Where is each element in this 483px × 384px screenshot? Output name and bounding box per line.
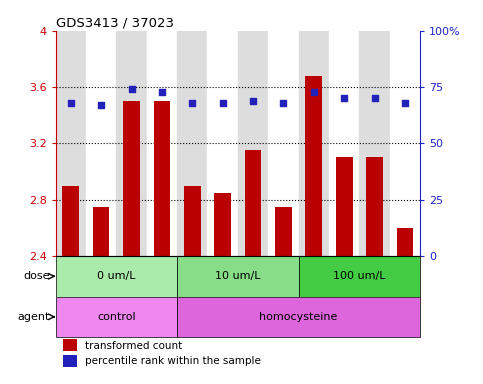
- Bar: [238, 31, 268, 256]
- Point: [158, 88, 166, 94]
- Point: [128, 86, 135, 93]
- Text: 0 um/L: 0 um/L: [97, 271, 136, 281]
- Bar: [305, 76, 322, 256]
- Bar: [56, 256, 177, 296]
- Point: [371, 95, 379, 101]
- Point: [401, 100, 409, 106]
- Text: percentile rank within the sample: percentile rank within the sample: [85, 356, 261, 366]
- Bar: [86, 31, 116, 256]
- Text: transformed count: transformed count: [85, 341, 182, 351]
- Text: homocysteine: homocysteine: [259, 312, 338, 322]
- Point: [219, 100, 227, 106]
- Point: [310, 88, 318, 94]
- Bar: [154, 101, 170, 256]
- Bar: [56, 296, 177, 337]
- Bar: [245, 151, 261, 256]
- Bar: [147, 31, 177, 256]
- Bar: [336, 157, 353, 256]
- Point: [67, 100, 74, 106]
- Bar: [214, 193, 231, 256]
- Point: [280, 100, 287, 106]
- Text: agent: agent: [17, 312, 49, 322]
- Bar: [184, 185, 200, 256]
- Bar: [359, 31, 390, 256]
- Bar: [208, 31, 238, 256]
- Bar: [93, 207, 110, 256]
- Bar: [397, 228, 413, 256]
- Bar: [63, 339, 77, 351]
- Text: 100 um/L: 100 um/L: [333, 271, 386, 281]
- Bar: [62, 185, 79, 256]
- Bar: [177, 31, 208, 256]
- Bar: [298, 256, 420, 296]
- Bar: [123, 101, 140, 256]
- Text: 10 um/L: 10 um/L: [215, 271, 261, 281]
- Point: [341, 95, 348, 101]
- Text: dose: dose: [23, 271, 49, 281]
- Bar: [116, 31, 147, 256]
- Bar: [275, 207, 292, 256]
- Point: [97, 102, 105, 108]
- Point: [249, 98, 257, 104]
- Text: GDS3413 / 37023: GDS3413 / 37023: [56, 17, 173, 30]
- Bar: [298, 31, 329, 256]
- Bar: [63, 355, 77, 367]
- Bar: [329, 31, 359, 256]
- Point: [188, 100, 196, 106]
- Bar: [366, 157, 383, 256]
- Bar: [56, 31, 86, 256]
- Bar: [390, 31, 420, 256]
- Bar: [177, 296, 420, 337]
- Text: control: control: [97, 312, 136, 322]
- Bar: [268, 31, 298, 256]
- Bar: [177, 256, 298, 296]
